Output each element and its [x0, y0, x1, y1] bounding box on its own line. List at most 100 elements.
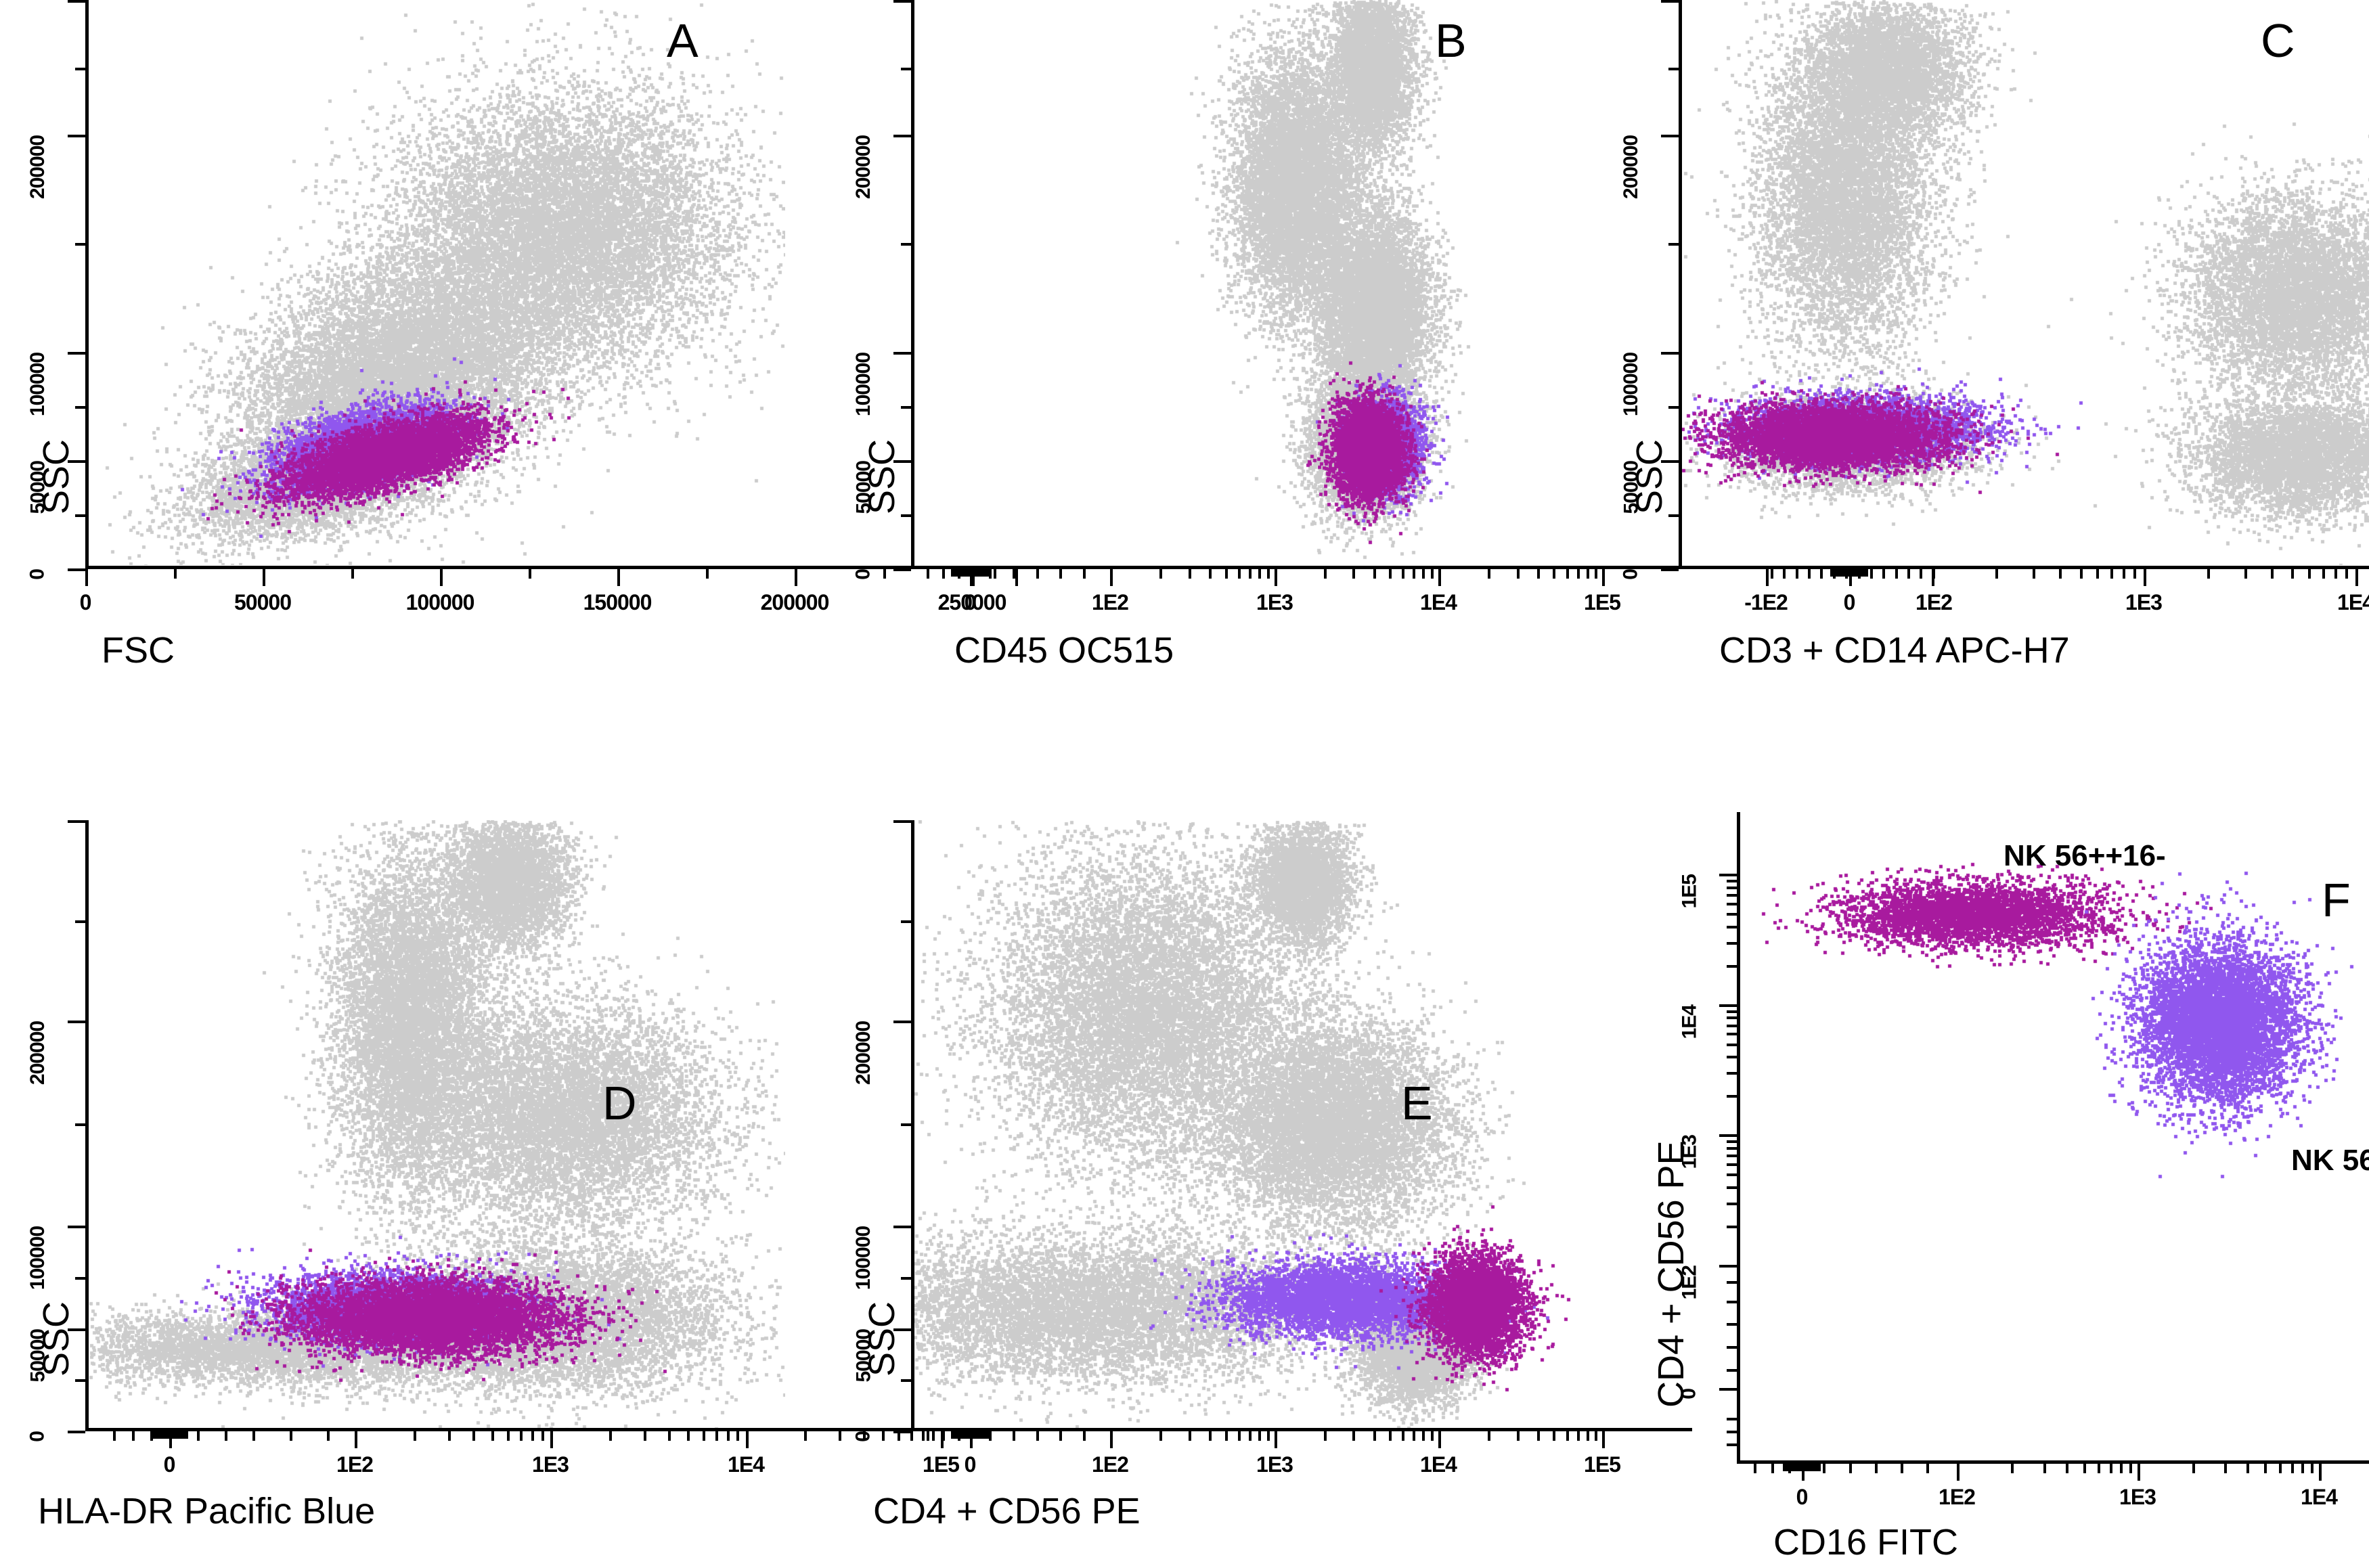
y-tick-minor — [1727, 1056, 1737, 1058]
y-tick-minor — [901, 1123, 911, 1126]
x-tick-minor — [1258, 568, 1261, 579]
x-tick-minor — [2133, 568, 2136, 579]
x-tick-major — [2319, 1463, 2322, 1481]
x-tick-label: 1E2 — [1092, 590, 1129, 614]
panel-letter-E: E — [1401, 1077, 1433, 1129]
x-tick-major — [1015, 568, 1018, 586]
x-tick-minor — [2059, 568, 2062, 579]
x-tick-label: 100000 — [405, 590, 475, 614]
y-ticks-D — [61, 820, 85, 1433]
y-axis-title-D: SSC — [36, 1301, 76, 1376]
x-tick-minor — [1189, 568, 1191, 579]
y-tick-major — [1719, 1388, 1737, 1391]
x-tick-minor — [1013, 1431, 1015, 1441]
scatter-canvas-C — [1681, 0, 2369, 565]
x-ticklabels-B: 0 1E2 1E3 1E4 1E5 — [792, 590, 1740, 620]
x-tick-minor — [1895, 568, 1898, 579]
y-tick-major — [893, 1431, 911, 1433]
x-tick-minor — [1258, 1431, 1261, 1441]
x-tick-minor — [1771, 1463, 1774, 1473]
x-tick-minor — [132, 1431, 135, 1441]
x-tick-minor — [1249, 568, 1252, 579]
x-axis-zero-bar — [1783, 1460, 1821, 1471]
x-tick-minor — [2066, 1463, 2068, 1473]
y-tick-label: 100000 — [26, 353, 49, 417]
y-tick-major — [893, 1226, 911, 1228]
x-tick-minor — [1249, 1431, 1252, 1441]
x-tick-minor — [2120, 1463, 2123, 1473]
x-tick-minor — [687, 1431, 690, 1441]
x-tick-label: 1E4 — [2337, 590, 2369, 614]
y-tick-minor — [901, 68, 911, 70]
x-axis-title-D: HLA-DR Pacific Blue — [38, 1491, 376, 1531]
x-tick-minor — [1901, 1463, 1903, 1473]
x-tick-minor — [2043, 1463, 2046, 1473]
y-tick-minor — [1727, 880, 1737, 882]
x-ticks-F — [1737, 1460, 2369, 1483]
x-tick-major — [970, 568, 973, 586]
y-tick-major — [68, 568, 85, 571]
y-tick-major — [893, 0, 911, 3]
x-tick-minor — [922, 1431, 925, 1441]
y-tick-minor — [1668, 68, 1679, 70]
x-tick-minor — [520, 1431, 523, 1441]
panel-B: 200000 100000 50000 0 0 1E2 1E3 1E4 1E5 SSC CD4… — [792, 0, 1692, 738]
x-tick-major — [1275, 1431, 1277, 1448]
x-tick-label: 1E3 — [1256, 590, 1293, 614]
x-ticks-A — [85, 568, 1019, 589]
y-tick-label: 0 — [852, 569, 874, 580]
y-tick-major — [1719, 1134, 1737, 1137]
scatter-canvas-E — [914, 820, 1611, 1429]
y-tick-minor — [901, 1379, 911, 1382]
x-tick-minor — [1159, 568, 1162, 579]
y-tick-minor — [75, 243, 85, 246]
x-tick-minor — [1352, 1431, 1355, 1441]
y-tick-minor — [75, 514, 85, 517]
x-tick-minor — [1820, 568, 1823, 579]
x-axis-title-B: CD45 OC515 — [954, 630, 1174, 671]
x-tick-minor — [1431, 568, 1434, 579]
y-tick-minor — [1727, 1226, 1737, 1228]
x-tick-minor — [472, 1431, 475, 1441]
x-tick-minor — [1422, 568, 1425, 579]
x-ticks-D — [85, 1428, 1019, 1451]
panel-D: 200000 100000 50000 0 0 1E2 1E3 1E4 1E5 SSC HLA… — [0, 778, 1015, 1568]
x-tick-major — [2138, 1463, 2140, 1481]
y-tick-minor — [1727, 1010, 1737, 1013]
x-tick-label: 0 — [1796, 1485, 1809, 1509]
y-tick-major — [68, 1328, 85, 1331]
x-tick-minor — [2083, 1463, 2086, 1473]
panel-letter-B: B — [1435, 14, 1467, 67]
x-tick-label: 1E2 — [1916, 590, 1953, 614]
y-ticks-C — [1654, 0, 1679, 571]
x-tick-minor — [529, 568, 531, 579]
y-tick-major — [1661, 135, 1679, 137]
x-tick-minor — [2096, 568, 2099, 579]
x-tick-minor — [1875, 1463, 1878, 1473]
x-tick-minor — [2244, 568, 2247, 579]
x-axis-title-A: FSC — [102, 630, 175, 671]
x-tick-major — [972, 568, 975, 586]
x-tick-major — [1849, 568, 1852, 586]
y-tick-major — [68, 820, 85, 823]
x-tick-minor — [252, 1431, 255, 1441]
y-tick-major — [893, 352, 911, 355]
x-tick-minor — [1577, 1431, 1580, 1441]
x-tick-label: 0 — [79, 590, 92, 614]
y-tick-minor — [1727, 913, 1737, 916]
x-tick-minor — [2123, 568, 2125, 579]
y-tick-major — [1661, 460, 1679, 463]
x-axis-zero-bar — [1830, 566, 1868, 577]
y-ticks-B — [887, 0, 911, 571]
y-ticks-E — [887, 820, 911, 1433]
y-tick-minor — [1727, 887, 1737, 889]
x-tick-minor — [932, 1431, 935, 1441]
x-tick-minor — [736, 1431, 739, 1441]
y-axis-title-E: SSC — [862, 1301, 902, 1376]
x-tick-minor — [1159, 1431, 1162, 1441]
x-tick-minor — [2291, 1463, 2294, 1473]
y-tick-major — [1719, 1265, 1737, 1268]
x-tick-minor — [1907, 568, 1910, 579]
x-tick-minor — [1209, 1431, 1212, 1441]
